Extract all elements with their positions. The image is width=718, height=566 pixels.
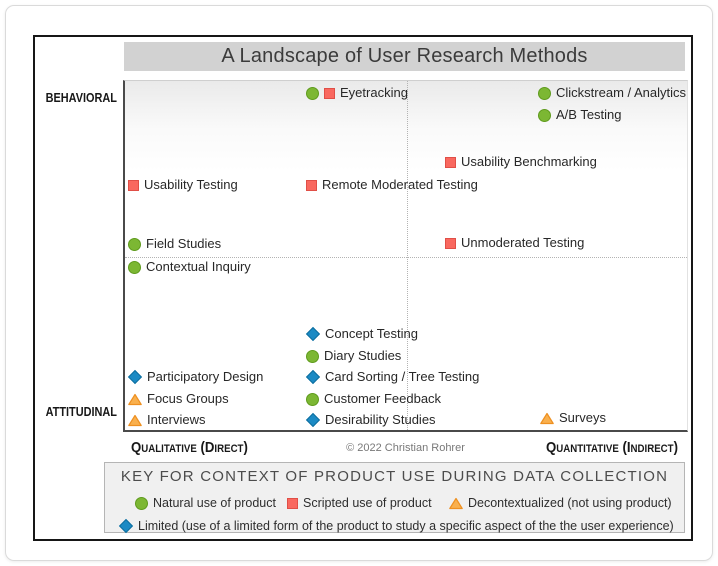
circle-marker xyxy=(135,496,148,510)
square-marker xyxy=(445,237,456,249)
method-label: Desirability Studies xyxy=(325,412,436,427)
chart-title: A Landscape of User Research Methods xyxy=(221,45,588,67)
legend-item-label: Limited (use of a limited form of the pr… xyxy=(138,519,674,533)
x-axis-left-label: Qualitative (Direct) xyxy=(131,439,248,456)
method-item: Diary Studies xyxy=(306,346,401,366)
outer-rounded-frame xyxy=(5,5,713,561)
square-marker xyxy=(445,156,456,168)
circle-marker xyxy=(538,108,551,122)
method-item: Usability Benchmarking xyxy=(445,152,597,172)
method-item: Participatory Design xyxy=(127,367,264,387)
diamond-marker xyxy=(305,326,321,342)
method-item: Usability Testing xyxy=(128,175,238,195)
circle-marker xyxy=(538,86,551,100)
method-item: Desirability Studies xyxy=(305,410,436,430)
legend-item: Decontextualized (not using product) xyxy=(449,493,672,513)
triangle-marker xyxy=(449,497,463,510)
legend-key-title: KEY FOR CONTEXT OF PRODUCT USE DURING DA… xyxy=(120,468,669,485)
method-label: Contextual Inquiry xyxy=(146,259,251,274)
method-label: A/B Testing xyxy=(556,107,622,122)
method-item: Eyetracking xyxy=(306,83,408,103)
diamond-marker xyxy=(305,412,321,428)
legend-item: Natural use of product xyxy=(135,493,276,513)
method-label: Remote Moderated Testing xyxy=(322,177,478,192)
method-item: Surveys xyxy=(540,408,606,428)
diamond-marker xyxy=(127,369,143,385)
circle-marker xyxy=(306,86,319,100)
legend-item-label: Decontextualized (not using product) xyxy=(468,496,672,510)
method-item: Concept Testing xyxy=(305,324,418,344)
method-label: Clickstream / Analytics xyxy=(556,85,687,100)
method-label: Focus Groups xyxy=(147,391,229,406)
square-marker xyxy=(128,179,139,191)
plot-area xyxy=(123,80,688,432)
triangle-marker xyxy=(540,412,554,425)
circle-marker xyxy=(306,392,319,406)
method-label: Surveys xyxy=(559,410,606,425)
x-axis-right-label: Quantitative (Indirect) xyxy=(546,439,678,456)
method-label: Interviews xyxy=(147,412,206,427)
diamond-marker xyxy=(305,369,321,385)
method-item: Card Sorting / Tree Testing xyxy=(305,367,480,387)
square-marker xyxy=(287,497,298,509)
method-item: Contextual Inquiry xyxy=(128,257,251,277)
method-item: A/B Testing xyxy=(538,105,622,125)
square-marker xyxy=(324,87,335,99)
method-item: Remote Moderated Testing xyxy=(306,175,478,195)
method-item: Unmoderated Testing xyxy=(445,233,584,253)
vertical-midline xyxy=(407,81,408,430)
y-axis-top-label: BEHAVIORAL xyxy=(45,90,117,105)
triangle-marker xyxy=(128,414,142,427)
legend-key-box: KEY FOR CONTEXT OF PRODUCT USE DURING DA… xyxy=(104,462,685,536)
method-label: Usability Testing xyxy=(144,177,238,192)
square-marker xyxy=(306,179,317,191)
triangle-marker xyxy=(128,393,142,406)
horizontal-midline xyxy=(125,257,687,258)
method-label: Field Studies xyxy=(146,236,222,251)
method-label: Diary Studies xyxy=(324,348,402,363)
method-item: Interviews xyxy=(128,410,206,430)
method-item: Customer Feedback xyxy=(306,389,441,409)
method-label: Concept Testing xyxy=(325,326,418,341)
diamond-marker xyxy=(118,518,134,534)
legend-item: Limited (use of a limited form of the pr… xyxy=(118,516,674,536)
y-axis-bottom-label: ATTITUDINAL xyxy=(45,404,117,419)
method-item: Focus Groups xyxy=(128,389,229,409)
copyright-text: © 2022 Christian Rohrer xyxy=(346,442,465,454)
circle-marker xyxy=(128,237,141,251)
circle-marker xyxy=(306,349,319,363)
method-label: Usability Benchmarking xyxy=(461,154,597,169)
method-item: Field Studies xyxy=(128,234,221,254)
legend-item-label: Natural use of product xyxy=(153,496,276,510)
method-item: Clickstream / Analytics xyxy=(538,83,686,103)
method-label: Customer Feedback xyxy=(324,391,442,406)
method-label: Unmoderated Testing xyxy=(461,235,585,250)
legend-item: Scripted use of product xyxy=(287,493,432,513)
circle-marker xyxy=(128,260,141,274)
legend-item-label: Scripted use of product xyxy=(303,496,432,510)
method-label: Card Sorting / Tree Testing xyxy=(325,369,480,384)
method-label: Participatory Design xyxy=(147,369,264,384)
chart-title-bar: A Landscape of User Research Methods xyxy=(124,42,685,71)
method-label: Eyetracking xyxy=(340,85,408,100)
